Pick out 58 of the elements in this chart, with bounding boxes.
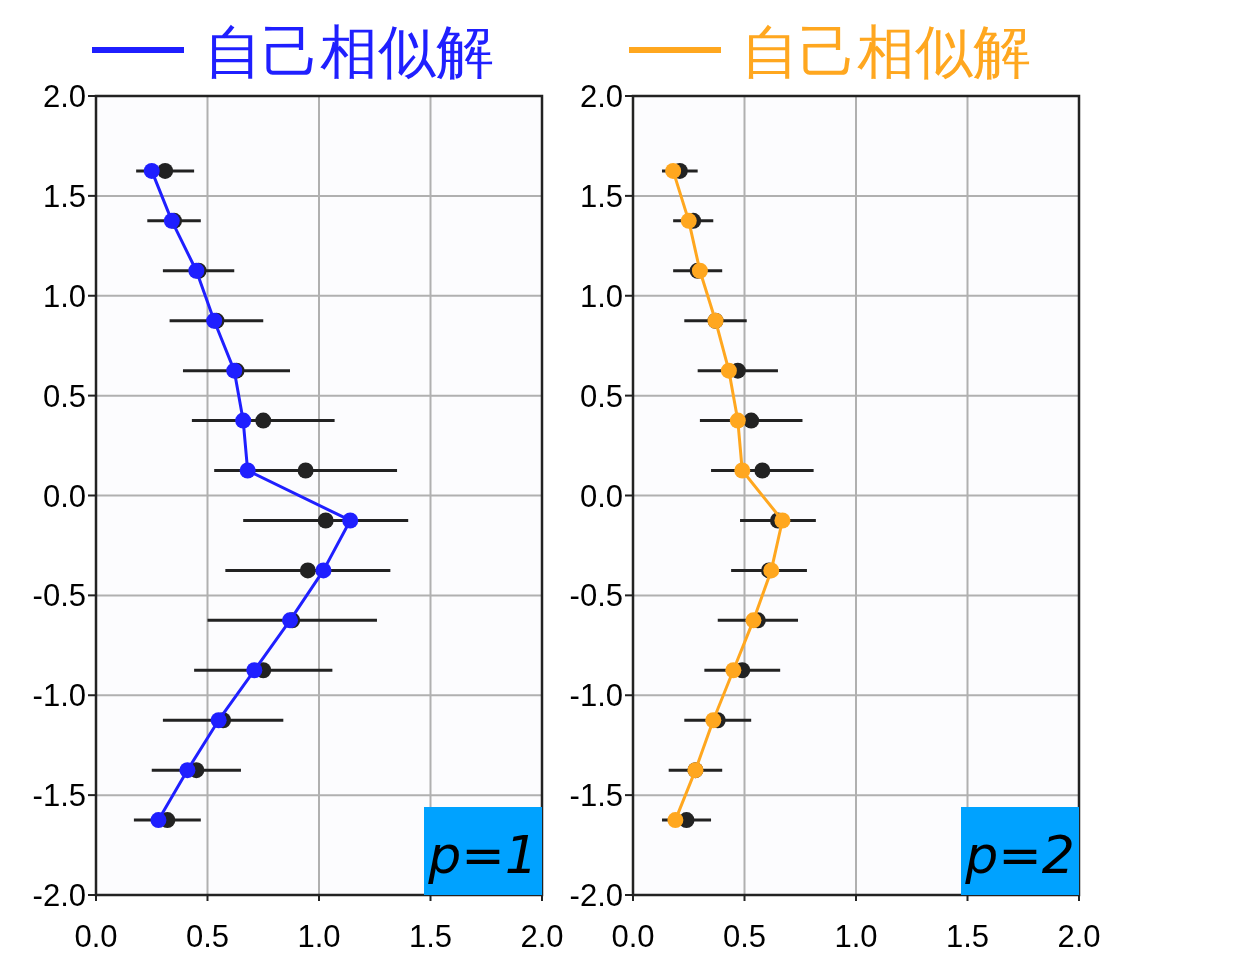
y-tick-label: -1.5 [569, 778, 623, 814]
y-tick-label: 0.5 [42, 378, 86, 414]
x-tick-label: 2.0 [1057, 919, 1101, 954]
point [725, 662, 742, 679]
x-tick-label: 0.5 [185, 919, 230, 954]
y-tick-label: -0.5 [569, 578, 623, 614]
point [246, 662, 263, 679]
point [342, 512, 359, 529]
point [299, 562, 316, 579]
point [743, 412, 760, 429]
y-tick-label: -2.0 [569, 878, 623, 913]
annotation: p=2 [964, 825, 1075, 885]
y-tick-label: 0.0 [579, 478, 623, 514]
point [255, 412, 272, 429]
point [239, 462, 256, 479]
point [665, 162, 682, 179]
point [157, 162, 174, 179]
y-tick-label: 2.0 [42, 79, 86, 114]
x-tick-label: 0.0 [74, 919, 118, 954]
point [720, 362, 737, 379]
point [210, 712, 227, 729]
x-tick-label: 1.0 [297, 919, 341, 954]
x-tick-label: 1.5 [945, 919, 990, 954]
point [705, 712, 722, 729]
annotation: p=1 [427, 825, 538, 885]
legend-label: 自己相似解 [204, 18, 494, 86]
x-tick-label: 0.5 [722, 919, 767, 954]
point [235, 412, 252, 429]
y-tick-label: 1.0 [579, 278, 623, 314]
y-tick-label: 0.5 [579, 378, 623, 414]
y-tick-label: 2.0 [579, 79, 623, 114]
y-tick-label: -0.5 [32, 578, 86, 614]
x-tick-label: 0.0 [611, 919, 655, 954]
point [745, 612, 762, 629]
point [297, 462, 314, 479]
y-tick-label: -2.0 [32, 878, 86, 913]
point [317, 512, 334, 529]
point [150, 812, 167, 829]
y-tick-label: -1.5 [32, 778, 86, 814]
x-tick-label: 1.5 [408, 919, 453, 954]
y-tick-label: 0.0 [42, 478, 86, 514]
y-tick-label: -1.0 [569, 678, 623, 714]
y-tick-label: 1.0 [42, 278, 86, 314]
point [179, 762, 196, 779]
point [754, 462, 771, 479]
point [734, 462, 751, 479]
point [680, 212, 697, 229]
point [143, 162, 160, 179]
point [729, 412, 746, 429]
point [774, 512, 791, 529]
legend-label: 自己相似解 [741, 18, 1031, 86]
y-tick-label: 1.5 [579, 178, 623, 214]
y-tick-label: 1.5 [42, 178, 86, 214]
point [667, 812, 684, 829]
x-tick-label: 2.0 [520, 919, 564, 954]
y-tick-label: -1.0 [32, 678, 86, 714]
point [315, 562, 332, 579]
x-tick-label: 1.0 [834, 919, 878, 954]
